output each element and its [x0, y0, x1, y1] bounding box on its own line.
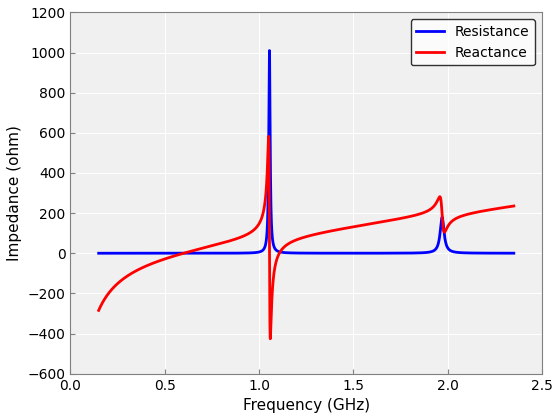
Reactance — [403, 215, 410, 220]
Reactance — [254, 223, 261, 228]
Line: Reactance: Reactance — [99, 136, 514, 339]
Reactance — [511, 204, 517, 209]
Y-axis label: Impedance (ohm): Impedance (ohm) — [7, 125, 22, 261]
Resistance — [254, 250, 261, 255]
Reactance — [124, 274, 130, 279]
Reactance — [265, 134, 272, 139]
Reactance — [346, 225, 352, 230]
Reactance — [320, 230, 327, 235]
Resistance — [511, 251, 517, 256]
X-axis label: Frequency (GHz): Frequency (GHz) — [242, 398, 370, 413]
Resistance — [124, 251, 130, 256]
Resistance — [320, 251, 327, 256]
Resistance — [403, 251, 410, 256]
Resistance — [266, 48, 273, 53]
Line: Resistance: Resistance — [99, 50, 514, 253]
Reactance — [267, 336, 274, 341]
Resistance — [195, 251, 202, 256]
Legend: Resistance, Reactance: Resistance, Reactance — [410, 19, 535, 66]
Reactance — [195, 247, 202, 252]
Reactance — [95, 308, 102, 313]
Resistance — [346, 251, 352, 256]
Resistance — [95, 251, 102, 256]
